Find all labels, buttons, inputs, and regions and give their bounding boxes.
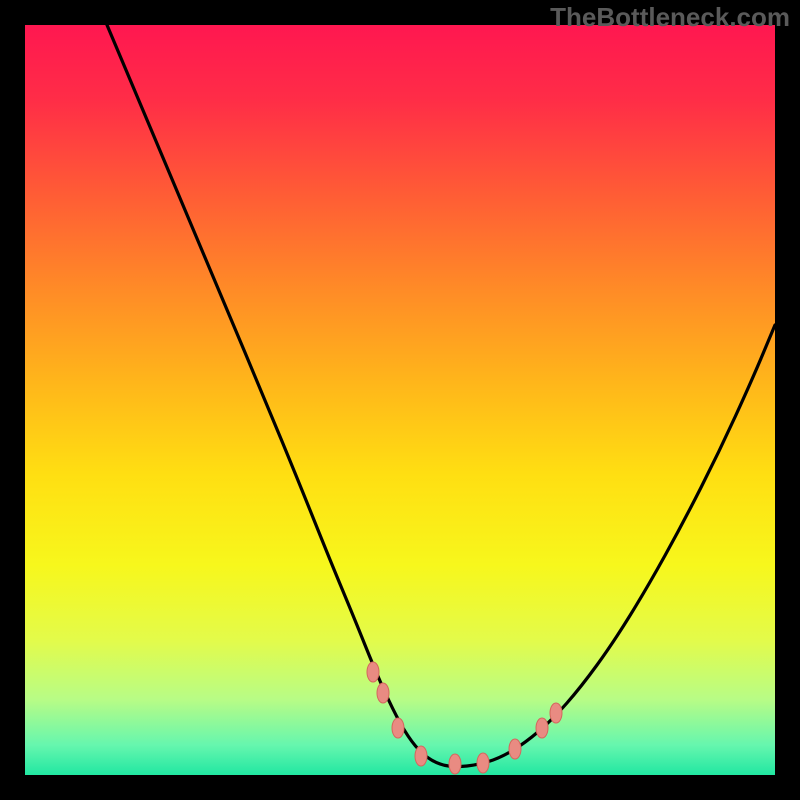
data-marker [477, 753, 489, 773]
watermark-text: TheBottleneck.com [550, 2, 790, 33]
data-marker [367, 662, 379, 682]
data-marker [536, 718, 548, 738]
data-marker [377, 683, 389, 703]
bottleneck-curve [107, 25, 775, 767]
chart-svg [25, 25, 775, 775]
data-marker [415, 746, 427, 766]
data-marker [392, 718, 404, 738]
data-marker [449, 754, 461, 774]
plot-area [25, 25, 775, 775]
data-marker [550, 703, 562, 723]
data-marker [509, 739, 521, 759]
outer-frame: TheBottleneck.com [0, 0, 800, 800]
